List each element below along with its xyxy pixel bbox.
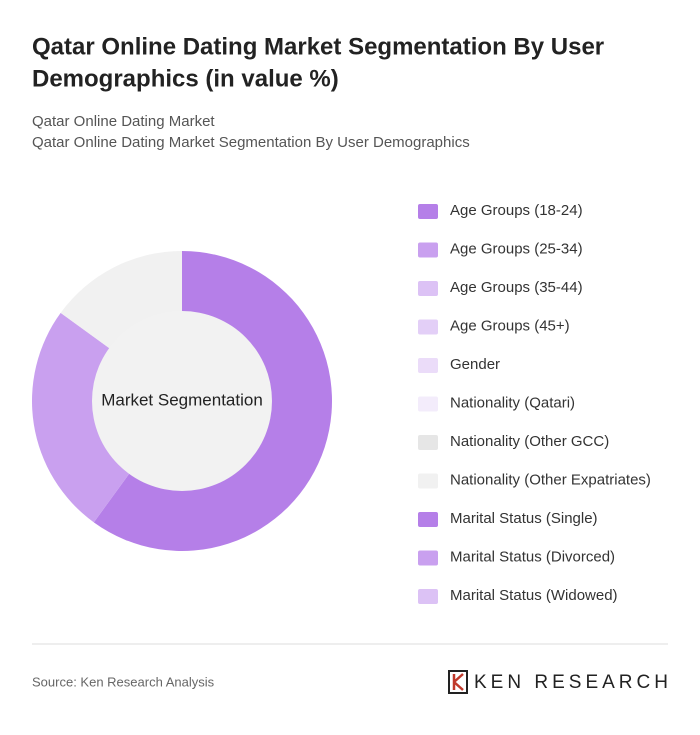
legend-label: Age Groups (18-24) xyxy=(450,202,583,219)
logo-icon xyxy=(452,673,464,691)
subtitle: Qatar Online Dating Market Segmentation … xyxy=(32,134,470,151)
legend-label: Age Groups (25-34) xyxy=(450,240,583,257)
donut-hole xyxy=(92,311,272,491)
legend-label: Nationality (Other Expatriates) xyxy=(450,471,651,488)
legend-label: Gender xyxy=(450,356,500,373)
legend-label: Marital Status (Single) xyxy=(450,510,598,527)
legend-label: Marital Status (Divorced) xyxy=(450,548,615,565)
legend-label: Age Groups (35-44) xyxy=(450,279,583,296)
subtitle: Qatar Online Dating Market xyxy=(32,113,215,130)
chart-title: Demographics (in value %) xyxy=(32,65,339,92)
legend-swatch xyxy=(418,589,438,604)
brand: KEN RESEARCH xyxy=(474,672,668,693)
legend-label: Nationality (Other GCC) xyxy=(450,433,609,450)
legend-label: Age Groups (45+) xyxy=(450,317,570,334)
legend-label: Marital Status (Widowed) xyxy=(450,587,618,604)
legend-swatch xyxy=(418,435,438,450)
legend-label: Nationality (Qatari) xyxy=(450,394,575,411)
source: Source: Ken Research Analysis xyxy=(32,674,215,689)
legend-swatch xyxy=(418,473,438,489)
legend-swatch xyxy=(418,204,438,219)
legend-swatch xyxy=(418,550,438,566)
legend-swatch xyxy=(418,512,438,527)
center-label: Market Segmentation xyxy=(101,390,263,409)
legend-swatch xyxy=(418,396,438,412)
legend-swatch xyxy=(418,242,438,258)
legend: Age Groups (18-24) Age Groups (25-34) Age … xyxy=(418,202,651,604)
chart-title: Qatar Online Dating Market Segmentation … xyxy=(32,33,604,60)
logo-icon xyxy=(448,670,468,694)
legend-swatch xyxy=(418,281,438,296)
brand-logo: KEN RESEARCH xyxy=(448,670,668,694)
legend-swatch xyxy=(418,319,438,335)
legend-swatch xyxy=(418,358,438,373)
